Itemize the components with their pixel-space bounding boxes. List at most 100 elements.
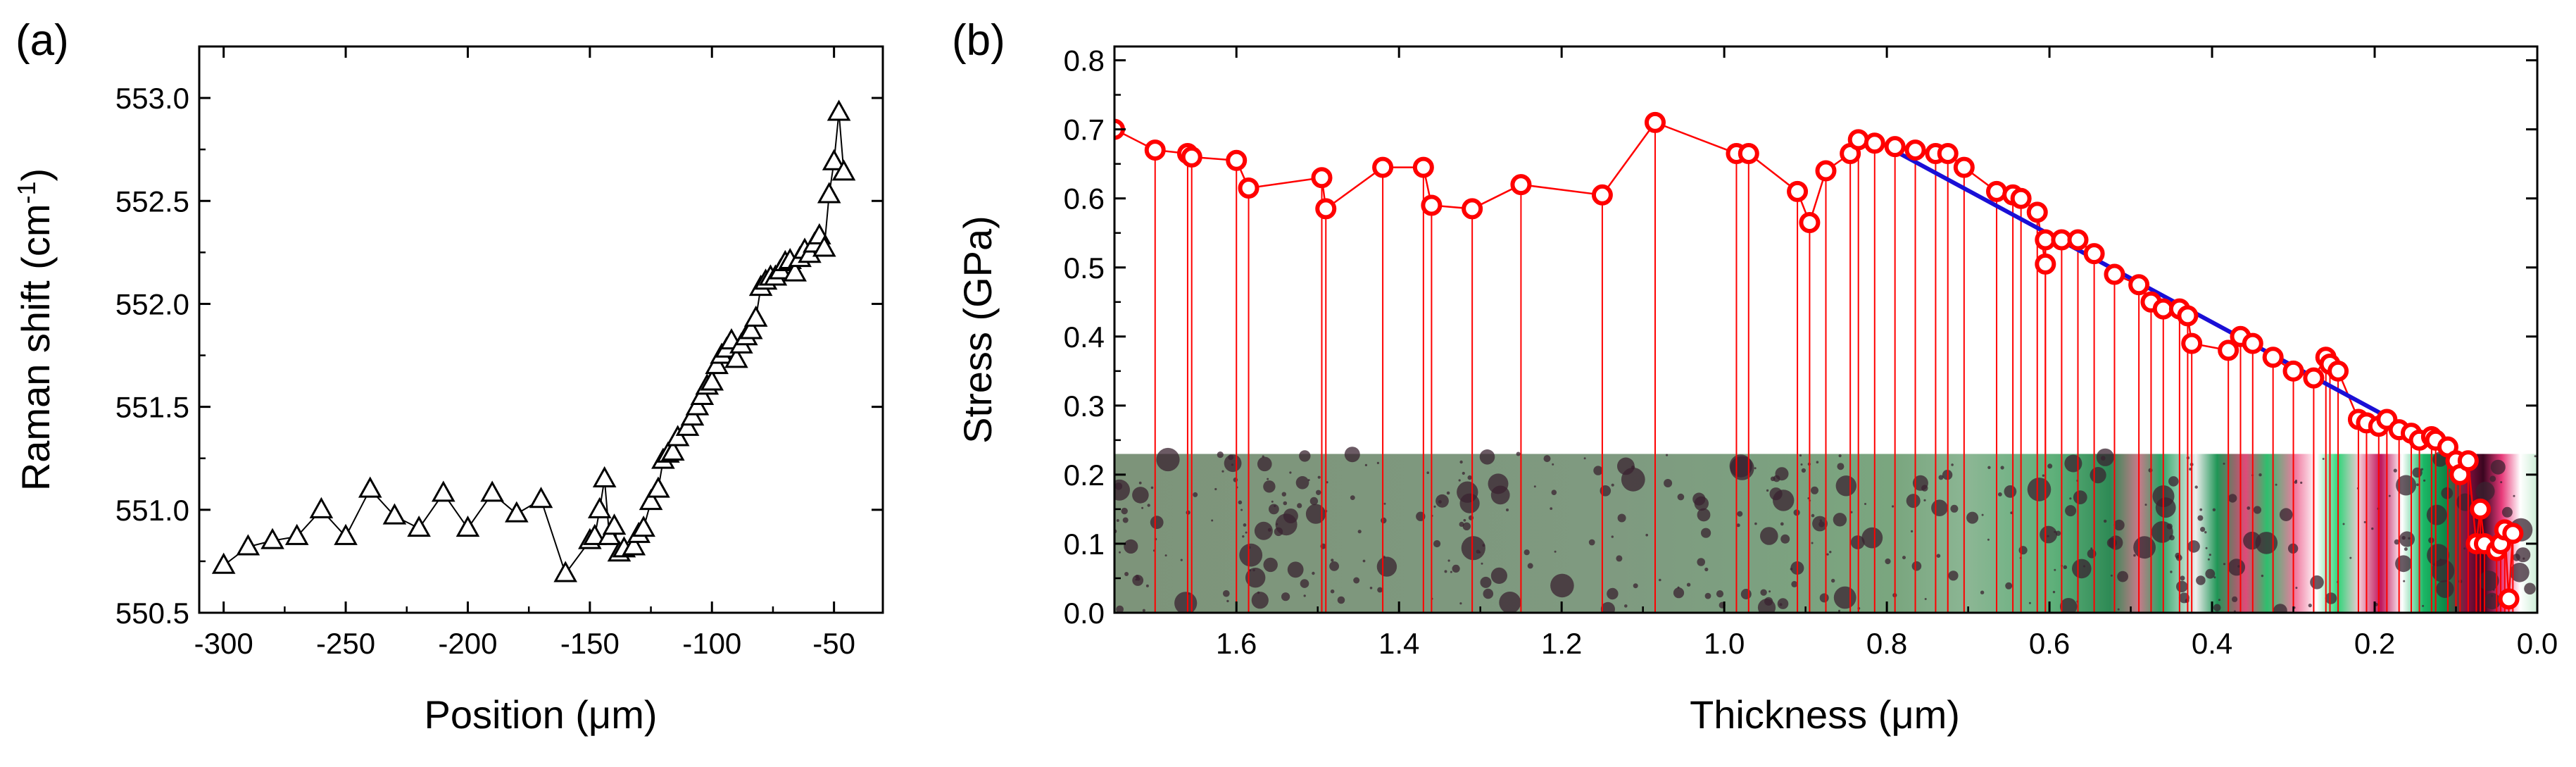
stress-data-point [2218, 339, 2239, 361]
x-tick-label: -100 [682, 627, 741, 660]
micrograph-speckle [2522, 557, 2525, 560]
micrograph-speckle [1764, 597, 1773, 606]
stress-data-point [1181, 146, 1202, 168]
raman-data-point [690, 383, 715, 406]
micrograph-speckle [1811, 513, 1815, 518]
micrograph-speckle [1180, 559, 1183, 561]
micrograph-speckle [1337, 596, 1345, 604]
micrograph-speckle [2212, 508, 2216, 511]
micrograph-speckle [1729, 454, 1752, 478]
raman-data-point [334, 523, 358, 545]
micrograph-speckle [1376, 461, 1379, 465]
micrograph-speckle [2412, 467, 2423, 478]
raman-data-point [431, 480, 455, 502]
micrograph-speckle [1754, 522, 1757, 525]
micrograph-speckle [1305, 504, 1326, 524]
micrograph-speckle [2403, 580, 2406, 582]
micrograph-speckle [2199, 508, 2203, 511]
micrograph-speckle [1838, 609, 1840, 612]
micrograph-speckle [2106, 537, 2117, 548]
micrograph-speckle [1902, 556, 1906, 560]
micrograph-speckle [1459, 493, 1480, 513]
micrograph-speckle [1364, 463, 1367, 467]
micrograph-speckle [1799, 454, 1802, 457]
x-tick-label: -150 [560, 627, 620, 660]
y-tick-label: 0.1 [1064, 528, 1105, 561]
raman-data-point [553, 561, 577, 582]
micrograph-speckle [1607, 587, 1619, 600]
micrograph-speckle [1704, 567, 1709, 572]
y-tick-label: 0.7 [1064, 113, 1105, 146]
micrograph-speckle [1931, 499, 1948, 516]
micrograph-speckle [1481, 562, 1483, 565]
micrograph-speckle [2027, 478, 2052, 501]
raman-data-point [739, 318, 763, 339]
micrograph-speckle [1686, 582, 1691, 587]
micrograph-speckle [2388, 494, 2391, 497]
micrograph-speckle [2232, 596, 2238, 602]
micrograph-speckle [1350, 495, 1355, 500]
micrograph-speckle [1303, 594, 1306, 597]
micrograph-speckle [1906, 494, 1921, 509]
panel-b-y-axis-label: Stress (GPa) [955, 216, 1000, 444]
micrograph-speckle [2144, 504, 2147, 506]
stress-data-point [1644, 111, 1666, 133]
micrograph-speckle [1791, 580, 1798, 587]
micrograph-speckle [1142, 609, 1145, 612]
micrograph-speckle [1645, 533, 1648, 537]
panel-a-y-ticks: 550.5 551.0 551.5 552.0 552.5 553.0 [115, 82, 883, 630]
micrograph-speckle [1211, 519, 1214, 522]
panel-a-y-label-main: Raman shift (cm [13, 204, 58, 492]
micrograph-speckle [2213, 604, 2221, 612]
micrograph-speckle [1552, 463, 1554, 466]
raman-data-point [587, 497, 612, 518]
micrograph-speckle [2207, 558, 2210, 561]
micrograph-speckle [1701, 528, 1711, 538]
micrograph-speckle [1299, 450, 1311, 462]
raman-data-point [455, 516, 480, 537]
stress-data-point [2242, 332, 2263, 354]
micrograph-speckle [1611, 535, 1614, 538]
micrograph-speckle [2534, 455, 2537, 458]
micrograph-speckle [2404, 547, 2408, 551]
micrograph-speckle [1330, 589, 1335, 594]
stress-data-point [1412, 156, 1434, 178]
micrograph-speckle [1892, 505, 1895, 508]
y-tick-label: 0.2 [1064, 459, 1105, 492]
micrograph-speckle [1664, 479, 1673, 487]
x-tick-label: 0.0 [2517, 627, 2558, 660]
micrograph-speckle [1193, 492, 1198, 497]
panel-a-y-label-sup: -1 [12, 182, 41, 204]
micrograph-speckle [1381, 517, 1387, 524]
micrograph-speckle [1316, 489, 1321, 495]
micrograph-speckle [2363, 520, 2366, 523]
y-tick-label: 0.8 [1064, 44, 1105, 77]
micrograph-speckle [2004, 485, 2017, 498]
micrograph-speckle [1452, 564, 1460, 573]
panel-a: -300 -250 -200 -150 -100 -50 550.5551.0551.55… [12, 45, 884, 737]
micrograph-speckle [1274, 527, 1283, 537]
micrograph-speckle [1480, 576, 1492, 588]
micrograph-speckle [1987, 538, 1990, 541]
raman-data-point [817, 182, 841, 204]
micrograph-speckle [1981, 513, 1984, 516]
micrograph-speckle [2500, 481, 2503, 484]
micrograph-speckle [1616, 555, 1623, 562]
micrograph-speckle [1777, 598, 1789, 609]
micrograph-speckle [1150, 486, 1154, 489]
panel-b-x-ticks: 1.6 1.4 1.2 1.0 0.8 0.6 0.4 0.2 0.0 [1216, 46, 2558, 660]
micrograph-speckle [1463, 518, 1466, 522]
micrograph-speckle [1938, 475, 1944, 480]
stress-data-point [1738, 142, 1759, 164]
micrograph-speckle [1811, 486, 1818, 494]
micrograph-speckle [1811, 542, 1814, 544]
y-tick-label: 550.5 [115, 597, 189, 630]
micrograph-speckle [1760, 589, 1767, 596]
micrograph-speckle [1245, 531, 1248, 534]
micrograph-speckle [2151, 521, 2173, 543]
micrograph-speckle [1462, 471, 1465, 475]
micrograph-speckle [2261, 574, 2264, 578]
micrograph-speckle [1490, 485, 1510, 505]
micrograph-speckle [2371, 527, 2374, 530]
micrograph-speckle [2090, 467, 2106, 484]
